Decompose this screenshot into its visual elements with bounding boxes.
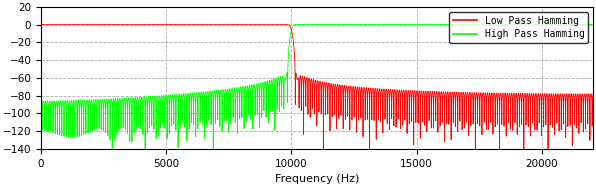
X-axis label: Frequency (Hz): Frequency (Hz) <box>275 174 359 184</box>
Legend: Low Pass Hamming, High Pass Hamming: Low Pass Hamming, High Pass Hamming <box>449 12 588 43</box>
